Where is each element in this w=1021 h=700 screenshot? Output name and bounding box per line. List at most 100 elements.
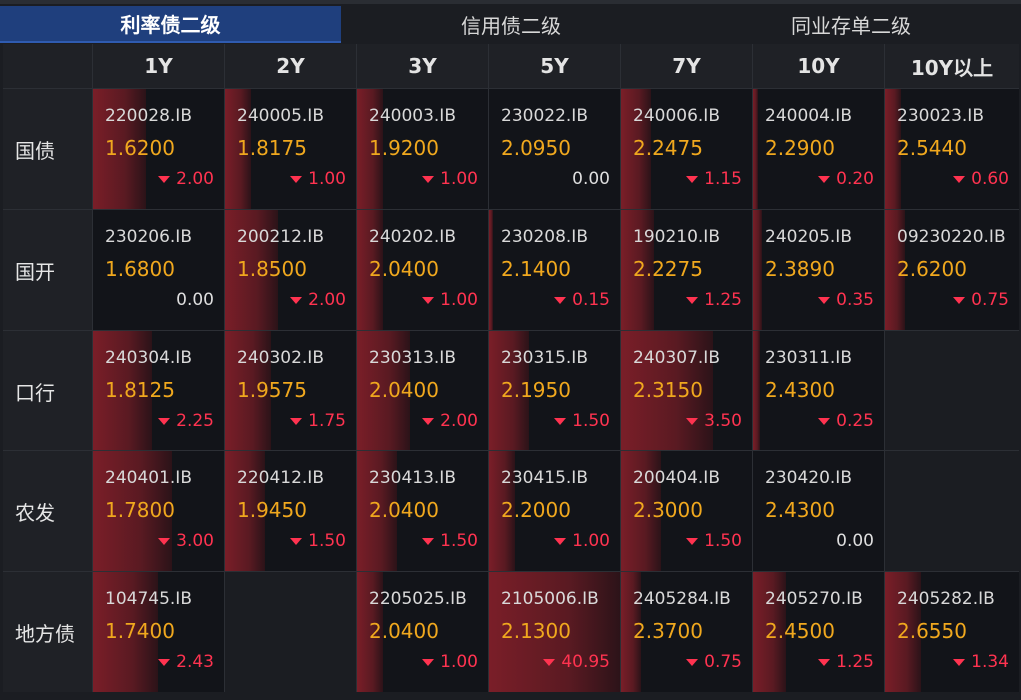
down-triangle-icon: [422, 296, 435, 304]
bond-yield: 1.6200: [105, 136, 175, 160]
change-value: 1.00: [440, 290, 478, 310]
down-triangle-icon: [818, 296, 831, 304]
bond-code: 09230220.IB: [897, 227, 1006, 247]
yield-change: 0.15: [554, 290, 610, 310]
yield-change: 0.20: [818, 169, 874, 189]
bond-cell[interactable]: 240004.IB 2.2900 0.20: [752, 89, 884, 209]
change-magnitude-bar: [225, 331, 271, 451]
bond-cell[interactable]: 230206.IB 1.6800 0.00: [92, 210, 224, 330]
bond-yield: 2.4300: [765, 498, 835, 522]
bond-yield: 2.3000: [633, 498, 703, 522]
change-value: 2.00: [308, 290, 346, 310]
bond-cell[interactable]: 230415.IB 2.2000 1.00: [488, 451, 620, 571]
bond-cell[interactable]: 230315.IB 2.1950 1.50: [488, 331, 620, 451]
bond-cell[interactable]: 240202.IB 2.0400 1.00: [356, 210, 488, 330]
bond-cell[interactable]: 240302.IB 1.9575 1.75: [224, 331, 356, 451]
bond-yield: 1.7400: [105, 619, 175, 643]
bond-cell[interactable]: 200404.IB 2.3000 1.50: [620, 451, 752, 571]
change-value: 1.50: [572, 411, 610, 431]
bond-yield: 2.4500: [765, 619, 835, 643]
bond-cell[interactable]: 220028.IB 1.6200 2.00: [92, 89, 224, 209]
yield-change: 0.00: [572, 169, 610, 189]
bond-yield: 2.4300: [765, 378, 835, 402]
change-value: 1.75: [308, 411, 346, 431]
tab-credit-bonds[interactable]: 信用债二级: [461, 14, 561, 38]
bond-yield: 1.6800: [105, 257, 175, 281]
bond-code: 230413.IB: [369, 468, 456, 488]
bond-cell[interactable]: 240304.IB 1.8125 2.25: [92, 331, 224, 451]
bond-cell[interactable]: 230420.IB 2.4300 0.00: [752, 451, 884, 571]
bond-yield: 1.8500: [237, 257, 307, 281]
down-triangle-icon: [422, 417, 435, 425]
change-magnitude-bar: [489, 572, 620, 692]
change-magnitude-bar: [93, 451, 172, 571]
change-magnitude-bar: [357, 331, 410, 451]
bond-yield: 2.6200: [897, 257, 967, 281]
bond-yield: 2.0400: [369, 619, 439, 643]
bond-cell[interactable]: 230023.IB 2.5440 0.60: [884, 89, 1019, 209]
bond-cell[interactable]: 230313.IB 2.0400 2.00: [356, 331, 488, 451]
bond-yield: 1.8175: [237, 136, 307, 160]
change-magnitude-bar: [93, 89, 146, 209]
bond-cell[interactable]: 200212.IB 1.8500 2.00: [224, 210, 356, 330]
bond-cell[interactable]: 240205.IB 2.3890 0.35: [752, 210, 884, 330]
change-magnitude-bar: [621, 331, 713, 451]
down-triangle-icon: [686, 537, 699, 545]
bond-code: 240302.IB: [237, 348, 324, 368]
bond-cell[interactable]: 220412.IB 1.9450 1.50: [224, 451, 356, 571]
bond-cell[interactable]: 190210.IB 2.2275 1.25: [620, 210, 752, 330]
bond-code: 240004.IB: [765, 106, 852, 126]
bond-code: 220412.IB: [237, 468, 324, 488]
yield-change: 1.34: [953, 652, 1009, 672]
down-triangle-icon: [686, 296, 699, 304]
bond-yield: 2.2000: [501, 498, 571, 522]
bond-code: 104745.IB: [105, 589, 192, 609]
bond-cell[interactable]: 2405284.IB 2.3700 0.75: [620, 572, 752, 692]
change-magnitude-bar: [753, 331, 760, 451]
bond-cell[interactable]: 240003.IB 1.9200 1.00: [356, 89, 488, 209]
change-value: 1.00: [440, 169, 478, 189]
change-value: 0.20: [836, 169, 874, 189]
down-triangle-icon: [953, 296, 966, 304]
bond-cell[interactable]: 2205025.IB 2.0400 1.00: [356, 572, 488, 692]
down-triangle-icon: [953, 175, 966, 183]
change-magnitude-bar: [885, 572, 921, 692]
bond-cell[interactable]: 240006.IB 2.2475 1.15: [620, 89, 752, 209]
bond-cell[interactable]: 2405282.IB 2.6550 1.34: [884, 572, 1019, 692]
bond-code: 2405282.IB: [897, 589, 995, 609]
bond-cell[interactable]: 09230220.IB 2.6200 0.75: [884, 210, 1019, 330]
bond-cell[interactable]: 230208.IB 2.1400 0.15: [488, 210, 620, 330]
bond-cell[interactable]: 240005.IB 1.8175 1.00: [224, 89, 356, 209]
change-magnitude-bar: [357, 89, 383, 209]
change-value: 0.00: [572, 169, 610, 189]
change-value: 0.00: [836, 531, 874, 551]
change-magnitude-bar: [225, 451, 265, 571]
bond-cell[interactable]: 240307.IB 2.3150 3.50: [620, 331, 752, 451]
yield-matrix: 1Y 2Y 3Y 5Y 7Y 10Y 10Y以上 国债 220028.IB 1.6200 2.00…: [3, 44, 1019, 694]
bond-cell[interactable]: 230022.IB 2.0950 0.00: [488, 89, 620, 209]
change-magnitude-bar: [225, 89, 251, 209]
bond-cell[interactable]: 230413.IB 2.0400 1.50: [356, 451, 488, 571]
down-triangle-icon: [686, 417, 699, 425]
bond-code: 230313.IB: [369, 348, 456, 368]
yield-change: 3.50: [686, 411, 742, 431]
empty-cell: [224, 572, 356, 692]
table-row: 地方债 104745.IB 1.7400 2.43 2205025.IB 2.0400 1.…: [3, 571, 1019, 692]
bond-cell[interactable]: 2105006.IB 2.1300 40.95: [488, 572, 620, 692]
bond-code: 230315.IB: [501, 348, 588, 368]
bond-yield: 2.3890: [765, 257, 835, 281]
down-triangle-icon: [422, 658, 435, 666]
bond-yield: 2.0400: [369, 498, 439, 522]
tab-ncd[interactable]: 同业存单二级: [791, 14, 911, 38]
bond-cell[interactable]: 2405270.IB 2.4500 1.25: [752, 572, 884, 692]
tab-rate-bonds[interactable]: 利率债二级: [0, 6, 341, 43]
bond-cell[interactable]: 104745.IB 1.7400 2.43: [92, 572, 224, 692]
change-value: 0.35: [836, 290, 874, 310]
change-value: 1.50: [440, 531, 478, 551]
yield-change: 0.75: [953, 290, 1009, 310]
yield-change: 1.00: [422, 169, 478, 189]
bond-cell[interactable]: 240401.IB 1.7800 3.00: [92, 451, 224, 571]
corner-cell: [3, 44, 92, 88]
yield-change: 1.25: [686, 290, 742, 310]
bond-cell[interactable]: 230311.IB 2.4300 0.25: [752, 331, 884, 451]
